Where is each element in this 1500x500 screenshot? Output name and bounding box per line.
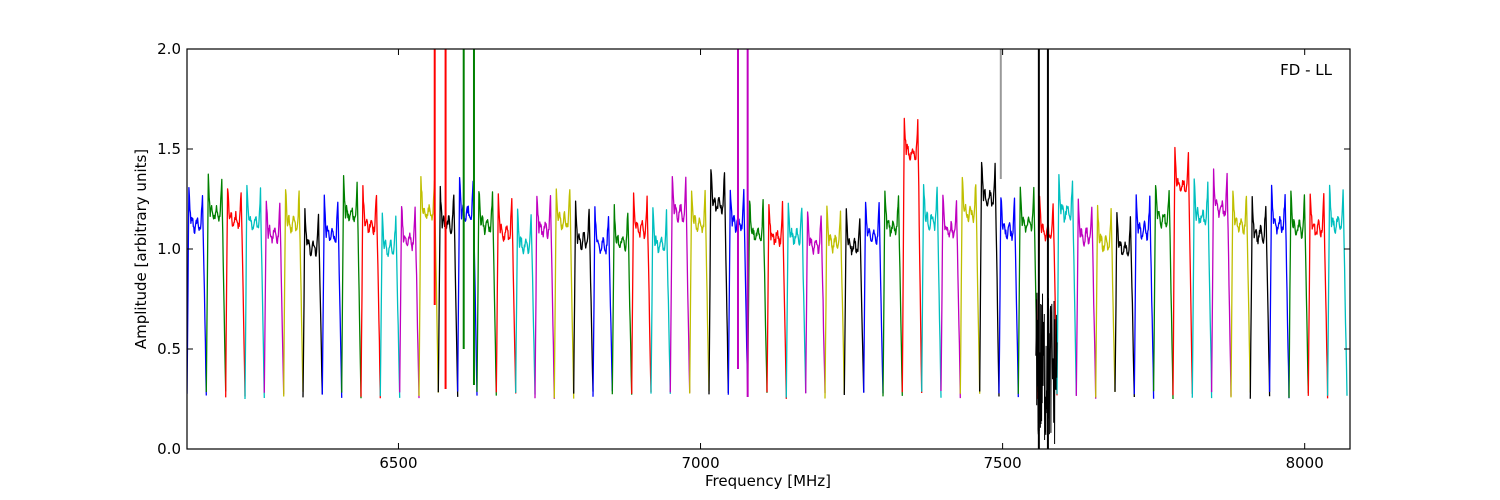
channel-50-curve — [1133, 194, 1155, 399]
channel-2-curve — [205, 173, 227, 393]
channel-48-curve — [1095, 204, 1116, 398]
channel-32-curve — [785, 202, 807, 398]
y-tick-label-4: 1.5 — [157, 140, 181, 158]
y-tick-label-5: 2.0 — [157, 40, 181, 58]
channel-36-curve — [863, 201, 884, 394]
y-axis-label: Amplitude [arbitrary units] — [132, 149, 150, 349]
channel-25-curve — [650, 207, 671, 394]
channel-8-curve — [321, 194, 343, 398]
channel-58-curve — [1288, 190, 1309, 398]
channel-41-curve — [959, 176, 981, 394]
channel-7-curve — [302, 207, 323, 398]
channel-6-curve — [283, 189, 304, 397]
channel-51-curve — [1152, 185, 1174, 400]
channel-31-curve — [766, 200, 787, 399]
channel-21-curve — [573, 200, 594, 394]
channel-14-curve — [437, 185, 459, 397]
channel-49-curve — [1114, 212, 1135, 398]
channel-47-curve — [1075, 198, 1097, 399]
channel-53-curve — [1191, 178, 1213, 399]
channel-19-curve — [534, 194, 555, 399]
plot-annotation: FD - LL — [1280, 61, 1332, 79]
channel-54-curve — [1210, 168, 1232, 397]
channel-26-curve — [669, 175, 691, 393]
channel-22-curve — [592, 206, 613, 397]
series-layer — [187, 49, 1348, 449]
channel-33-curve — [805, 211, 826, 394]
channel-46-curve — [1056, 173, 1077, 395]
channel-35-curve — [843, 208, 865, 396]
channel-39-curve — [921, 183, 942, 398]
channel-1-curve — [187, 186, 207, 396]
channel-20-curve — [553, 188, 575, 399]
ticks-layer: 6500 7000 7500 8000 0.0 0.5 1.0 1.5 2.0 — [157, 40, 1350, 472]
x-tick-label-4: 8000 — [1286, 454, 1324, 472]
x-tick-label-1: 6500 — [379, 454, 417, 472]
x-tick-label-3: 7500 — [984, 454, 1022, 472]
channel-60-curve — [1326, 184, 1348, 396]
y-tick-label-1: 0.0 — [157, 440, 181, 458]
channel-34-curve — [824, 205, 845, 399]
channel-42-curve — [979, 161, 1000, 397]
channel-43-curve — [998, 197, 1019, 398]
channel-40-curve — [940, 194, 961, 399]
channel-11-curve — [379, 212, 401, 398]
channel-56-curve — [1249, 195, 1271, 399]
x-tick-label-2: 7000 — [681, 454, 719, 472]
channel-38-curve — [901, 117, 923, 394]
channel-27-curve — [689, 189, 710, 394]
channel-37-curve — [882, 190, 903, 397]
channel-52-curve — [1172, 146, 1193, 396]
channel-10-curve — [360, 185, 381, 399]
channel-4-curve — [244, 184, 265, 400]
channel-12-curve — [399, 205, 420, 399]
channel-28-curve — [708, 169, 729, 395]
x-axis-label: Frequency [MHz] — [705, 472, 831, 490]
channel-57-curve — [1268, 184, 1290, 399]
channel-9-curve — [341, 175, 362, 399]
channel-55-curve — [1230, 190, 1251, 398]
channel-30-curve — [747, 198, 768, 397]
y-tick-label-3: 1.0 — [157, 240, 181, 258]
channel-59-curve — [1307, 193, 1329, 399]
channel-5-curve — [263, 200, 285, 395]
channel-18-curve — [515, 208, 536, 395]
channel-44-curve — [1017, 186, 1039, 394]
channel-16-curve — [476, 191, 497, 396]
channel-3-curve — [225, 188, 246, 398]
channel-23-curve — [611, 204, 633, 395]
y-tick-label-2: 0.5 — [157, 340, 181, 358]
channel-24-curve — [631, 192, 652, 394]
channel-17-curve — [495, 193, 517, 394]
